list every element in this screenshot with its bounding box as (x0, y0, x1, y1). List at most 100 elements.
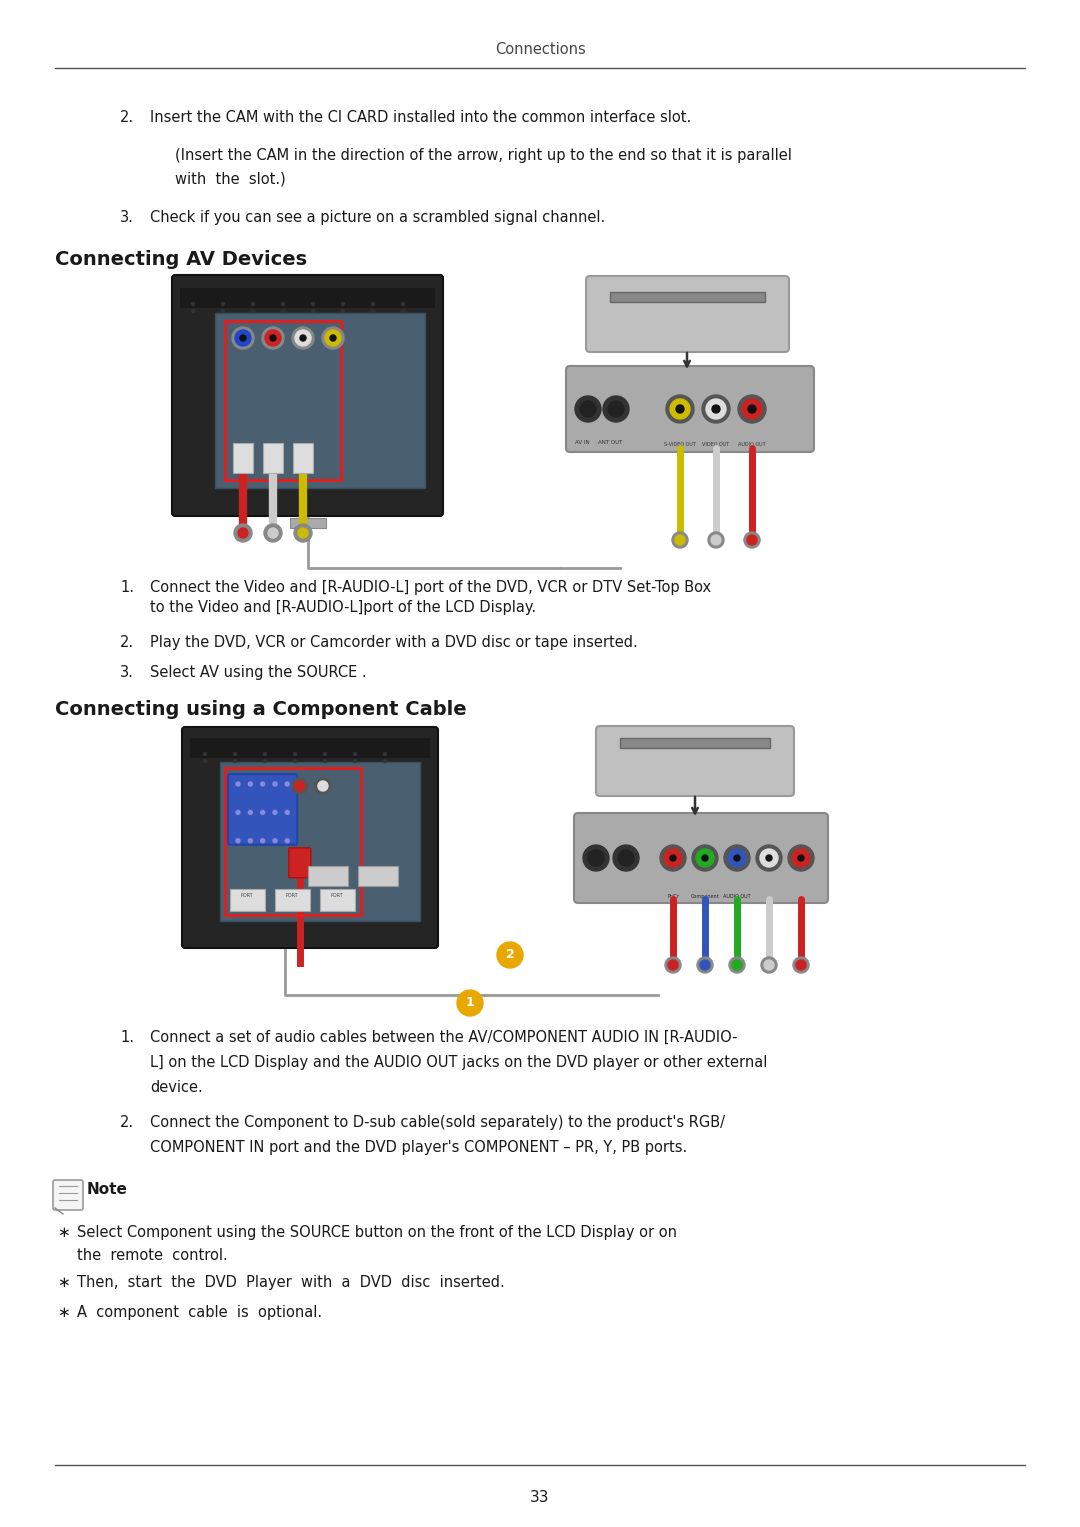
Bar (225, 768, 361, 915)
Bar (230, 889, 265, 912)
Circle shape (311, 310, 314, 313)
Text: ∗: ∗ (56, 1275, 69, 1290)
FancyBboxPatch shape (596, 725, 794, 796)
Text: device.: device. (150, 1080, 203, 1095)
Circle shape (221, 310, 225, 313)
Circle shape (760, 849, 778, 867)
Circle shape (792, 849, 810, 867)
Circle shape (325, 330, 341, 347)
Circle shape (341, 302, 345, 305)
Bar (610, 292, 765, 302)
Circle shape (608, 402, 624, 417)
Circle shape (260, 811, 265, 814)
Circle shape (660, 844, 686, 870)
Circle shape (665, 957, 681, 973)
Circle shape (383, 753, 387, 756)
Text: Check if you can see a picture on a scrambled signal channel.: Check if you can see a picture on a scra… (150, 211, 605, 224)
Circle shape (372, 302, 375, 305)
Circle shape (260, 782, 265, 786)
Circle shape (383, 759, 387, 762)
Circle shape (766, 855, 772, 861)
Circle shape (285, 811, 289, 814)
Circle shape (708, 531, 724, 548)
Text: Pr/Cr: Pr/Cr (667, 893, 679, 899)
Text: Select Component using the SOURCE button on the front of the LCD Display or on: Select Component using the SOURCE button… (77, 1225, 677, 1240)
Circle shape (588, 851, 604, 866)
Text: ∗: ∗ (56, 1306, 69, 1319)
Circle shape (237, 838, 240, 843)
FancyBboxPatch shape (566, 366, 814, 452)
Circle shape (268, 528, 278, 538)
Text: AV IN: AV IN (575, 440, 590, 444)
Circle shape (311, 302, 314, 305)
Circle shape (734, 855, 740, 861)
Text: Play the DVD, VCR or Camcorder with a DVD disc or tape inserted.: Play the DVD, VCR or Camcorder with a DV… (150, 635, 638, 651)
Circle shape (273, 838, 276, 843)
Text: A  component  cable  is  optional.: A component cable is optional. (77, 1306, 322, 1319)
Circle shape (732, 960, 742, 970)
Circle shape (294, 753, 297, 756)
Circle shape (252, 310, 255, 313)
Circle shape (322, 327, 345, 350)
Bar (320, 889, 355, 912)
Circle shape (298, 528, 308, 538)
Circle shape (233, 759, 237, 762)
Bar (620, 738, 770, 748)
Text: Connect the Video and [R-AUDIO-L] port of the DVD, VCR or DTV Set-Top Box: Connect the Video and [R-AUDIO-L] port o… (150, 580, 711, 596)
Text: 1: 1 (465, 997, 474, 1009)
Bar (180, 289, 435, 308)
Circle shape (273, 782, 276, 786)
Circle shape (670, 855, 676, 861)
Circle shape (702, 395, 730, 423)
Bar (190, 738, 430, 757)
Circle shape (670, 399, 690, 418)
Circle shape (788, 844, 814, 870)
Circle shape (235, 330, 251, 347)
Text: PORT: PORT (330, 893, 343, 898)
Circle shape (273, 811, 276, 814)
Circle shape (798, 855, 804, 861)
Circle shape (696, 849, 714, 867)
Circle shape (292, 327, 314, 350)
Text: 2.: 2. (120, 635, 134, 651)
Circle shape (666, 395, 694, 423)
Circle shape (234, 524, 252, 542)
Circle shape (664, 849, 681, 867)
Text: 3.: 3. (120, 664, 134, 680)
Circle shape (300, 334, 306, 341)
Bar (233, 443, 253, 473)
Circle shape (295, 780, 305, 791)
Text: Connect a set of audio cables between the AV/COMPONENT AUDIO IN [R-AUDIO-: Connect a set of audio cables between th… (150, 1031, 738, 1044)
Text: L] on the LCD Display and the AUDIO OUT jacks on the DVD player or other externa: L] on the LCD Display and the AUDIO OUT … (150, 1055, 768, 1070)
Bar (215, 313, 426, 489)
Text: Then,  start  the  DVD  Player  with  a  DVD  disc  inserted.: Then, start the DVD Player with a DVD di… (77, 1275, 504, 1290)
Circle shape (294, 759, 297, 762)
Circle shape (237, 782, 240, 786)
Text: 2.: 2. (120, 1115, 134, 1130)
Circle shape (248, 782, 253, 786)
Circle shape (191, 302, 194, 305)
Circle shape (729, 957, 745, 973)
Circle shape (285, 782, 289, 786)
FancyBboxPatch shape (586, 276, 789, 353)
Circle shape (747, 534, 757, 545)
Text: 2: 2 (505, 948, 514, 962)
Text: PORT: PORT (241, 893, 254, 898)
Bar (264, 443, 283, 473)
Bar (289, 518, 325, 528)
Circle shape (282, 310, 284, 313)
Circle shape (618, 851, 634, 866)
Text: 2.: 2. (120, 110, 134, 125)
Text: Connecting using a Component Cable: Connecting using a Component Cable (55, 699, 467, 719)
Circle shape (353, 753, 356, 756)
Text: AUDIO OUT: AUDIO OUT (739, 441, 766, 447)
Bar (293, 443, 313, 473)
Circle shape (744, 531, 760, 548)
Text: AUDIO OUT: AUDIO OUT (724, 893, 751, 899)
Bar (308, 866, 348, 886)
Circle shape (264, 759, 267, 762)
Circle shape (252, 302, 255, 305)
FancyBboxPatch shape (288, 847, 311, 878)
Text: the  remote  control.: the remote control. (77, 1248, 228, 1263)
Circle shape (318, 780, 328, 791)
